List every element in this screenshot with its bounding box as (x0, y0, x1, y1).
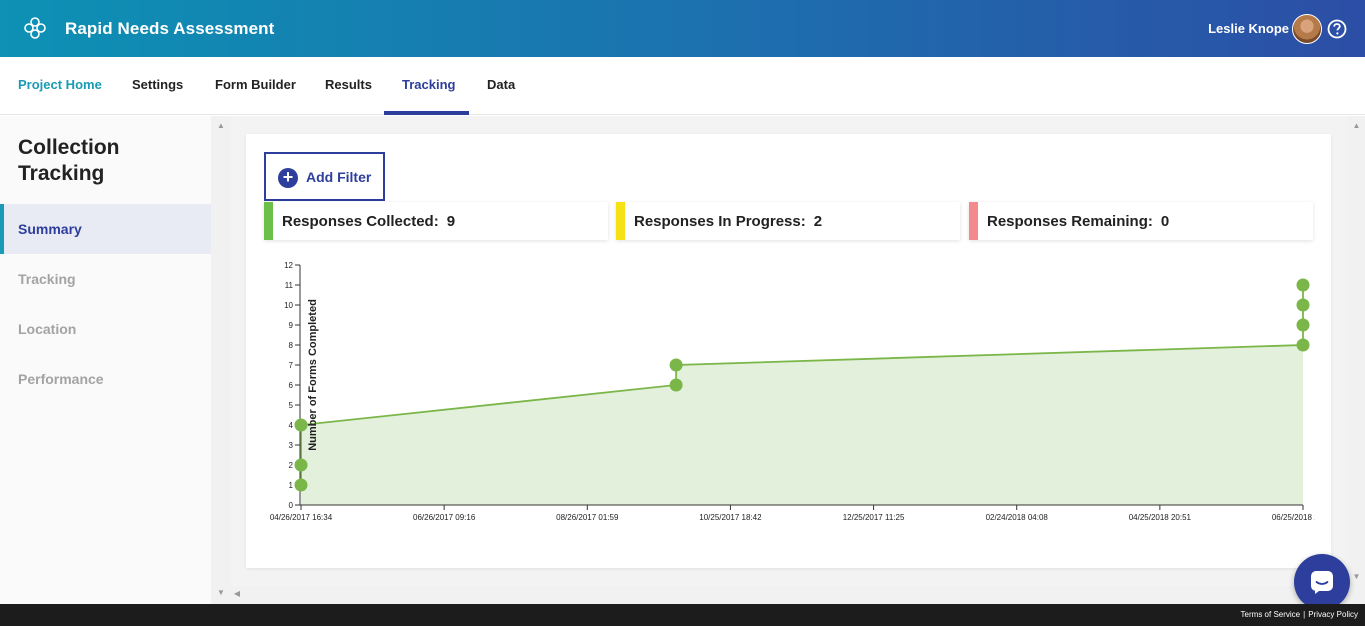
sidebar-title-line1: Collection (18, 136, 120, 159)
stat-value: 0 (1160, 213, 1170, 230)
stat-value: 2 (813, 213, 823, 230)
data-point (1296, 318, 1310, 332)
scroll-up-icon[interactable]: ▲ (217, 121, 225, 130)
tab-data[interactable]: Data (487, 77, 516, 92)
tab-results[interactable]: Results (325, 77, 372, 92)
tab-form-builder[interactable]: Form Builder (215, 77, 296, 92)
data-point (294, 418, 308, 432)
tab-settings[interactable]: Settings (132, 77, 184, 92)
y-tick-label: 11 (285, 281, 294, 290)
stat-color-bar (264, 202, 273, 240)
add-filter-button[interactable]: + Add Filter (264, 152, 385, 201)
sidebar-scrollbar[interactable]: ▲ ▼ (211, 116, 231, 604)
stat-label: Responses Remaining: (987, 213, 1153, 230)
nav-tabs: Project Home Settings Form Builder Resul… (0, 57, 1365, 115)
terms-link[interactable]: Terms of Service (1240, 610, 1301, 619)
chat-bubble-icon (1311, 571, 1333, 594)
y-tick-label: 12 (284, 261, 293, 270)
tab-project-home[interactable]: Project Home (18, 77, 102, 92)
y-tick-label: 9 (289, 321, 294, 330)
avatar[interactable] (1292, 14, 1322, 44)
scroll-up-icon[interactable]: ▲ (1352, 121, 1361, 130)
privacy-link[interactable]: Privacy Policy (1308, 610, 1358, 619)
main-horizontal-scrollbar[interactable]: ◀ (231, 586, 1348, 604)
plus-circle-icon: + (278, 168, 298, 188)
chat-button[interactable] (1294, 554, 1350, 610)
data-point (1296, 278, 1310, 292)
add-filter-label: Add Filter (306, 169, 372, 185)
x-tick-label: 10/25/2017 18:42 (699, 513, 762, 522)
data-point (669, 378, 683, 392)
user-name[interactable]: Leslie Knope (1208, 21, 1289, 36)
top-bar: Rapid Needs Assessment Leslie Knope (0, 0, 1365, 57)
stat-responses-collected: Responses Collected: 9 (264, 202, 608, 240)
sidebar-title-line2: Tracking (18, 162, 105, 185)
active-tab-indicator (384, 111, 469, 115)
y-tick-label: 1 (289, 481, 294, 490)
app-title[interactable]: Rapid Needs Assessment (65, 19, 275, 38)
main-vertical-scrollbar[interactable]: ▲ ▼ (1348, 116, 1365, 604)
stat-responses-remaining: Responses Remaining: 0 (969, 202, 1313, 240)
x-tick-label: 06/25/2018 13:34 (1272, 513, 1315, 522)
y-tick-label: 5 (289, 401, 294, 410)
stat-value: 9 (446, 213, 456, 230)
y-tick-label: 4 (289, 421, 294, 430)
x-tick-label: 02/24/2018 04:08 (986, 513, 1049, 522)
question-circle-icon[interactable] (1327, 19, 1347, 39)
y-tick-label: 7 (289, 361, 294, 370)
y-tick-label: 10 (284, 301, 293, 310)
scroll-down-icon[interactable]: ▼ (1352, 572, 1361, 581)
x-tick-label: 08/26/2017 01:59 (556, 513, 619, 522)
x-tick-label: 04/25/2018 20:51 (1129, 513, 1192, 522)
stat-color-bar (616, 202, 625, 240)
data-point (669, 358, 683, 372)
x-tick-label: 12/25/2017 11:25 (843, 513, 905, 522)
sidebar-title: Collection Tracking (18, 135, 120, 187)
chart-area-fill (301, 285, 1303, 505)
y-tick-label: 0 (289, 501, 294, 510)
stat-responses-in-progress: Responses In Progress: 2 (616, 202, 960, 240)
sidebar-item-performance[interactable]: Performance (18, 371, 104, 387)
y-tick-label: 6 (289, 381, 294, 390)
tab-tracking[interactable]: Tracking (402, 77, 456, 92)
stat-label: Responses Collected: (282, 213, 439, 230)
data-point (1296, 298, 1310, 312)
sidebar-item-summary[interactable]: Summary (0, 204, 211, 254)
footer: Terms of Service | Privacy Policy (0, 604, 1365, 626)
y-tick-label: 2 (289, 461, 294, 470)
x-tick-label: 04/26/2017 16:34 (270, 513, 333, 522)
footer-separator: | (1303, 610, 1306, 619)
tracking-chart: 0 1 2 3 4 5 6 7 8 9 10 11 12 04/26/2017 16:34 06/26/20… (265, 255, 1335, 527)
y-tick-label: 3 (289, 441, 294, 450)
flower-logo-icon[interactable] (22, 15, 48, 41)
data-point (294, 458, 308, 472)
x-tick-label: 06/26/2017 09:16 (413, 513, 476, 522)
data-point (1296, 338, 1310, 352)
stat-color-bar (969, 202, 978, 240)
sidebar-item-tracking[interactable]: Tracking (18, 271, 76, 287)
stat-label: Responses In Progress: (634, 213, 806, 230)
sidebar: Collection Tracking Summary Tracking Loc… (0, 116, 211, 604)
scroll-down-icon[interactable]: ▼ (217, 588, 225, 597)
sidebar-item-location[interactable]: Location (18, 321, 77, 337)
data-point (294, 478, 308, 492)
y-tick-label: 8 (289, 341, 294, 350)
y-axis-label: Number of Forms Completed (307, 299, 319, 451)
scroll-left-icon[interactable]: ◀ (233, 589, 241, 598)
